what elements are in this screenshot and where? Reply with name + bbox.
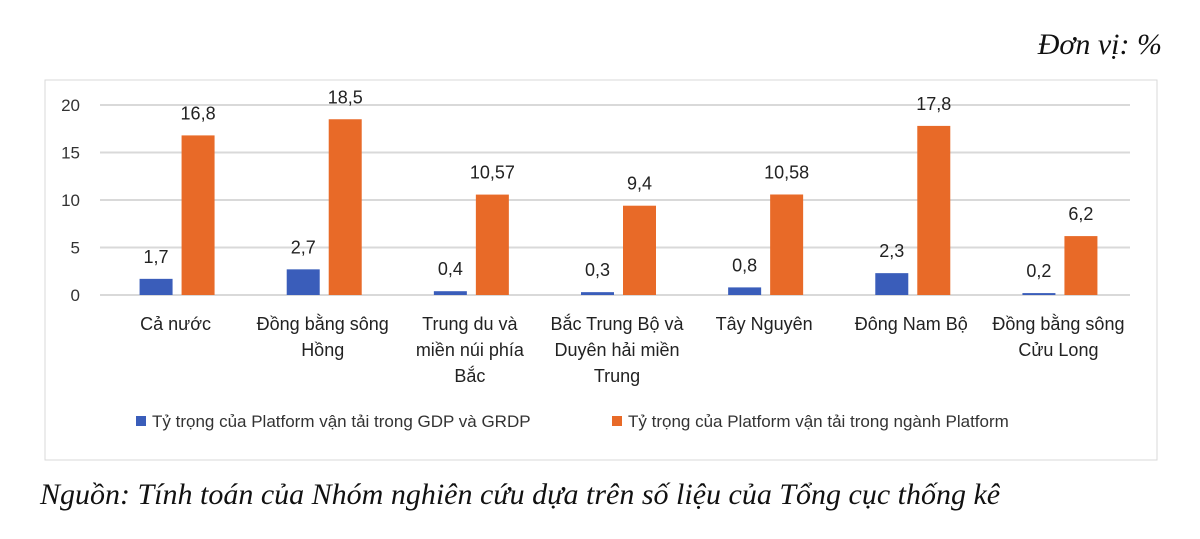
data-label: 2,7: [291, 237, 316, 257]
x-category-label: Đông Nam Bộ: [855, 314, 968, 334]
data-label: 16,8: [181, 103, 216, 123]
data-label: 10,57: [470, 163, 515, 183]
data-label: 1,7: [144, 247, 169, 267]
bar-platform: [181, 135, 215, 295]
unit-label: Đơn vị: %: [1037, 28, 1162, 61]
x-category-label: Bắc Trung Bộ và Duyên hải miền Trung: [550, 313, 684, 386]
data-label: 0,3: [585, 260, 610, 280]
bar-gdp: [875, 273, 909, 295]
bar-platform: [475, 194, 509, 295]
y-tick-label: 5: [71, 239, 80, 258]
y-tick-label: 10: [61, 191, 80, 210]
data-label: 10,58: [764, 162, 809, 182]
bar-platform: [328, 119, 362, 295]
bar-platform: [770, 194, 804, 295]
x-category-label: Đồng bằng sông Cửu Long: [992, 313, 1124, 360]
data-label: 0,4: [438, 259, 463, 279]
bar-gdp: [139, 278, 173, 295]
bar-gdp: [728, 287, 762, 295]
x-category-label: Cả nước: [140, 314, 211, 334]
x-category-label: Trung du và miền núi phía Bắc: [416, 314, 525, 386]
bar-platform: [623, 205, 656, 295]
x-category-label: Tây Nguyên: [716, 314, 813, 334]
legend-label: Tỷ trọng của Platform vận tải trong GDP …: [152, 412, 531, 431]
data-label: 0,2: [1026, 261, 1051, 281]
data-label: 2,3: [879, 241, 904, 261]
source-note: Nguồn: Tính toán của Nhóm nghiên cứu dựa…: [40, 478, 1001, 511]
bar-gdp: [581, 292, 614, 295]
bar-gdp: [286, 269, 320, 295]
data-label: 17,8: [916, 94, 951, 114]
data-label: 18,5: [328, 87, 363, 107]
data-label: 0,8: [732, 255, 757, 275]
legend-label: Tỷ trọng của Platform vận tải trong ngàn…: [628, 412, 1009, 431]
y-tick-label: 20: [61, 96, 80, 115]
legend-swatch: [612, 416, 622, 426]
bar-platform: [917, 125, 951, 296]
y-tick-label: 0: [71, 286, 80, 305]
y-tick-label: 15: [61, 144, 80, 163]
bar-gdp: [433, 291, 467, 295]
data-label: 6,2: [1068, 204, 1093, 224]
x-category-label: Đồng bằng sông Hồng: [257, 313, 389, 360]
bar-gdp: [1022, 293, 1056, 295]
chart-frame: [44, 79, 1158, 461]
legend-swatch: [136, 416, 146, 426]
data-label: 9,4: [627, 174, 652, 194]
bar-platform: [1064, 236, 1098, 295]
